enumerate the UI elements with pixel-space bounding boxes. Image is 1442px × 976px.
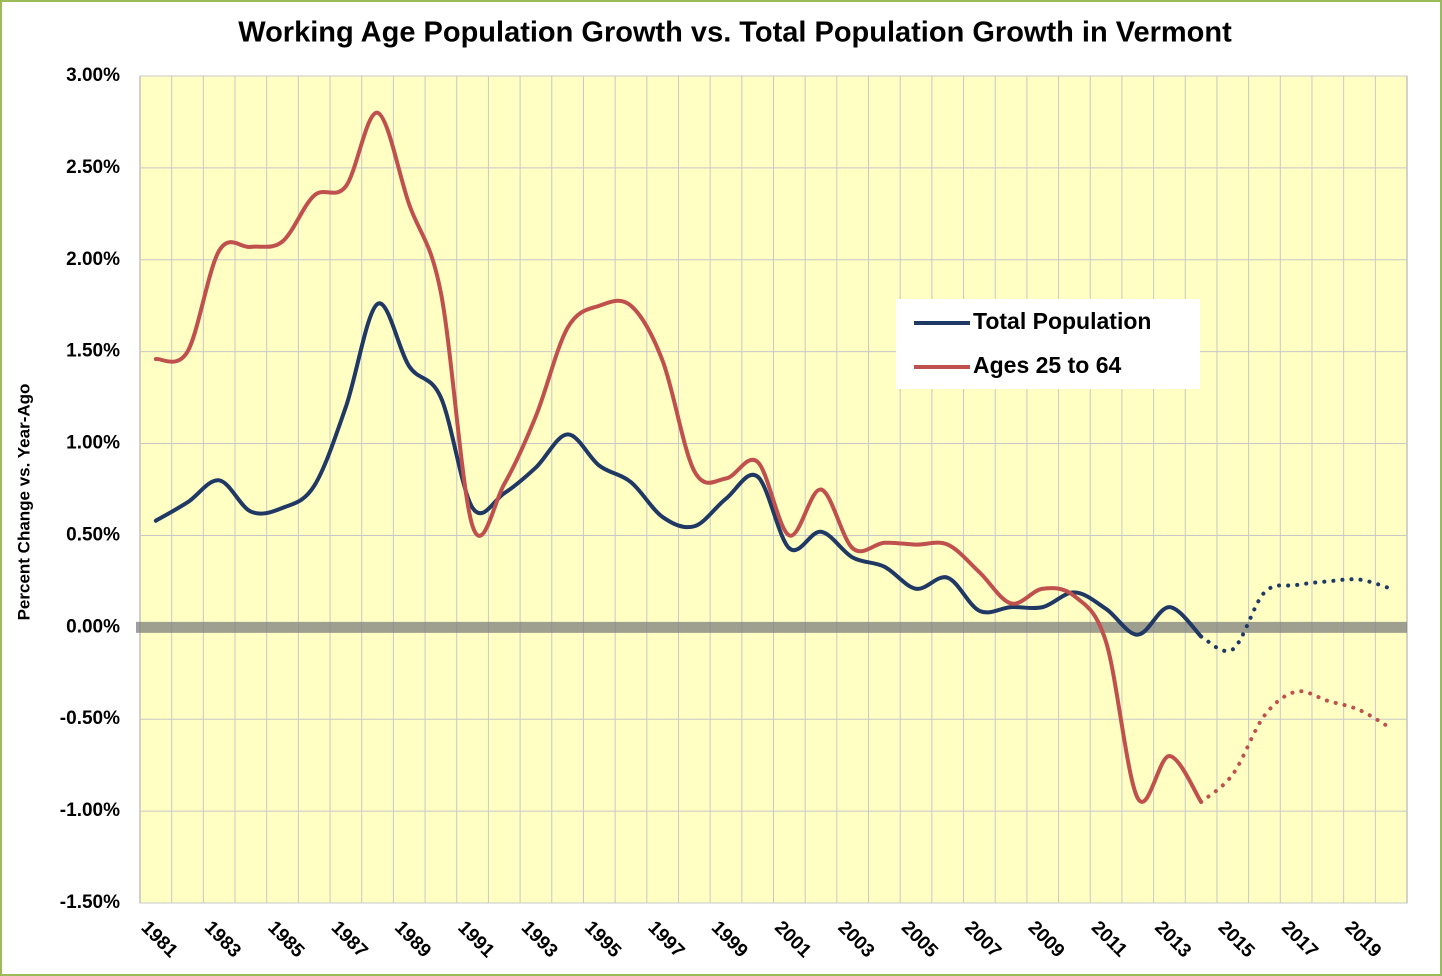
y-axis-label: Percent Change vs. Year-Ago — [14, 384, 33, 621]
y-tick-label: -1.50% — [60, 892, 120, 913]
chart-title: Working Age Population Growth vs. Total … — [238, 17, 1232, 49]
y-tick-label: -0.50% — [60, 708, 120, 729]
projection-line — [1199, 577, 1394, 654]
y-tick-label: 3.00% — [66, 65, 120, 86]
legend-box — [896, 299, 1200, 389]
y-tick-label: 2.00% — [66, 249, 120, 270]
legend-label: Total Population — [973, 308, 1151, 334]
y-tick-label: 0.00% — [66, 616, 120, 637]
legend-label: Ages 25 to 64 — [973, 352, 1121, 378]
series-line — [153, 110, 1204, 804]
y-tick-label: 1.50% — [66, 341, 120, 362]
series-line — [153, 301, 1204, 639]
y-tick-label: 0.50% — [66, 524, 120, 545]
y-tick-label: -1.00% — [60, 800, 120, 821]
y-tick-label: 1.00% — [66, 433, 120, 454]
y-tick-label: 2.50% — [66, 157, 120, 178]
